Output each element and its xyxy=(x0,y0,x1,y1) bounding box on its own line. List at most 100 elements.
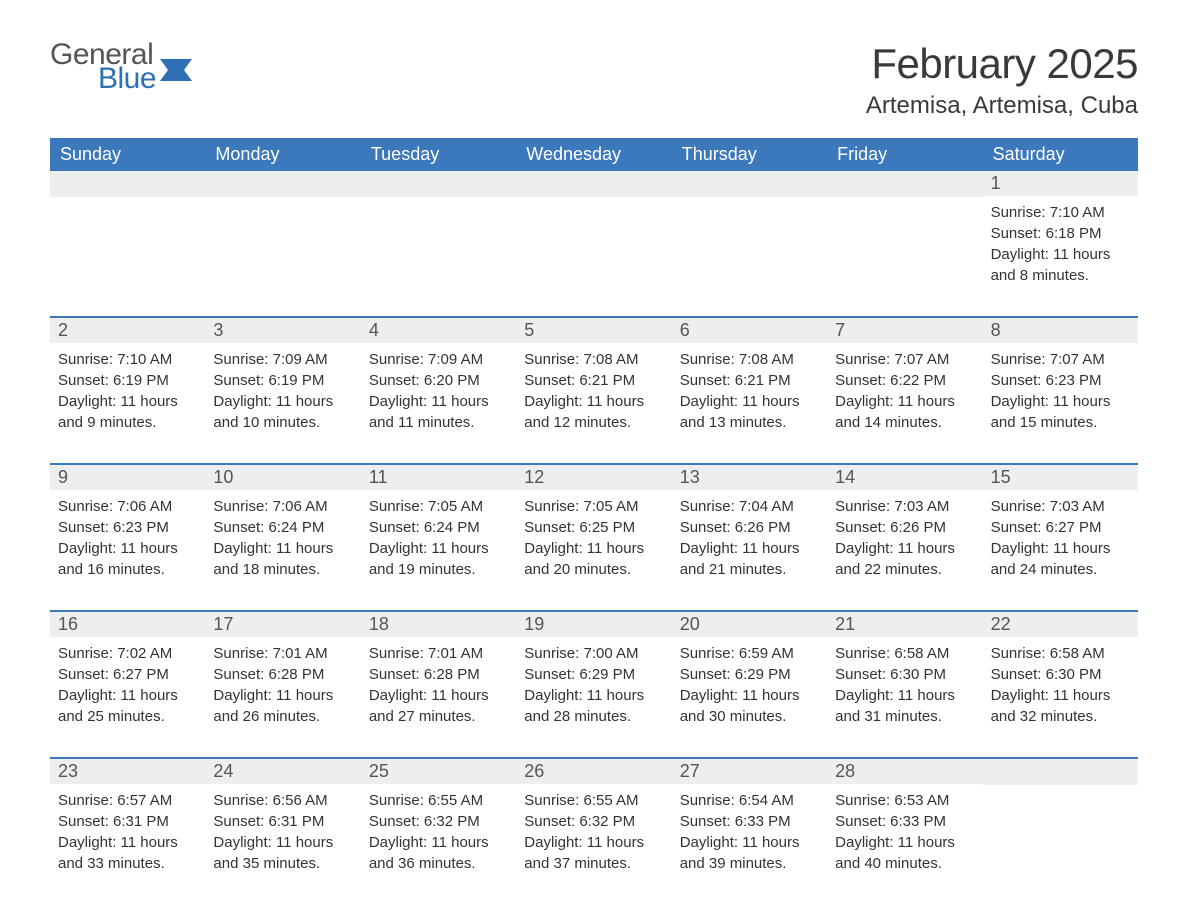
day-sunrise: Sunrise: 7:08 AM xyxy=(680,349,819,370)
day-sunrise: Sunrise: 7:07 AM xyxy=(835,349,974,370)
day-details: Sunrise: 7:10 AMSunset: 6:19 PMDaylight:… xyxy=(50,343,205,443)
day-sunset: Sunset: 6:28 PM xyxy=(213,664,352,685)
day-number: 7 xyxy=(827,318,982,343)
day-cell: 11Sunrise: 7:05 AMSunset: 6:24 PMDayligh… xyxy=(361,465,516,590)
day-daylight1: Daylight: 11 hours xyxy=(58,538,197,559)
day-details: Sunrise: 6:55 AMSunset: 6:32 PMDaylight:… xyxy=(516,784,671,884)
day-cell: 25Sunrise: 6:55 AMSunset: 6:32 PMDayligh… xyxy=(361,759,516,884)
day-daylight2: and 14 minutes. xyxy=(835,412,974,433)
day-details: Sunrise: 6:53 AMSunset: 6:33 PMDaylight:… xyxy=(827,784,982,884)
day-daylight2: and 33 minutes. xyxy=(58,853,197,874)
day-sunset: Sunset: 6:26 PM xyxy=(680,517,819,538)
day-details: Sunrise: 6:55 AMSunset: 6:32 PMDaylight:… xyxy=(361,784,516,884)
day-number: 13 xyxy=(672,465,827,490)
header: General Blue February 2025 Artemisa, Art… xyxy=(50,40,1138,120)
day-sunset: Sunset: 6:31 PM xyxy=(58,811,197,832)
day-details: Sunrise: 7:08 AMSunset: 6:21 PMDaylight:… xyxy=(672,343,827,443)
day-number: 17 xyxy=(205,612,360,637)
day-daylight2: and 25 minutes. xyxy=(58,706,197,727)
day-number: 16 xyxy=(50,612,205,637)
day-details: Sunrise: 7:07 AMSunset: 6:22 PMDaylight:… xyxy=(827,343,982,443)
day-sunset: Sunset: 6:31 PM xyxy=(213,811,352,832)
day-details: Sunrise: 7:08 AMSunset: 6:21 PMDaylight:… xyxy=(516,343,671,443)
weekday-label: Sunday xyxy=(50,138,205,171)
day-daylight2: and 20 minutes. xyxy=(524,559,663,580)
day-daylight2: and 28 minutes. xyxy=(524,706,663,727)
day-cell: 21Sunrise: 6:58 AMSunset: 6:30 PMDayligh… xyxy=(827,612,982,737)
day-details: Sunrise: 6:59 AMSunset: 6:29 PMDaylight:… xyxy=(672,637,827,737)
day-daylight1: Daylight: 11 hours xyxy=(835,832,974,853)
day-sunrise: Sunrise: 6:57 AM xyxy=(58,790,197,811)
day-cell xyxy=(516,171,671,296)
day-sunset: Sunset: 6:20 PM xyxy=(369,370,508,391)
day-sunset: Sunset: 6:29 PM xyxy=(680,664,819,685)
day-daylight2: and 10 minutes. xyxy=(213,412,352,433)
day-sunrise: Sunrise: 7:09 AM xyxy=(369,349,508,370)
day-daylight2: and 37 minutes. xyxy=(524,853,663,874)
day-number: 24 xyxy=(205,759,360,784)
day-sunrise: Sunrise: 7:07 AM xyxy=(991,349,1130,370)
day-number: 10 xyxy=(205,465,360,490)
day-sunrise: Sunrise: 6:55 AM xyxy=(524,790,663,811)
day-cell: 13Sunrise: 7:04 AMSunset: 6:26 PMDayligh… xyxy=(672,465,827,590)
day-details: Sunrise: 7:05 AMSunset: 6:25 PMDaylight:… xyxy=(516,490,671,590)
day-number: 4 xyxy=(361,318,516,343)
day-daylight1: Daylight: 11 hours xyxy=(991,685,1130,706)
day-cell xyxy=(672,171,827,296)
day-number: 11 xyxy=(361,465,516,490)
day-sunrise: Sunrise: 7:10 AM xyxy=(58,349,197,370)
day-details: Sunrise: 7:10 AMSunset: 6:18 PMDaylight:… xyxy=(983,196,1138,296)
day-daylight1: Daylight: 11 hours xyxy=(213,538,352,559)
day-sunrise: Sunrise: 6:54 AM xyxy=(680,790,819,811)
day-sunrise: Sunrise: 6:59 AM xyxy=(680,643,819,664)
day-cell: 7Sunrise: 7:07 AMSunset: 6:22 PMDaylight… xyxy=(827,318,982,443)
day-daylight1: Daylight: 11 hours xyxy=(835,685,974,706)
day-number: 1 xyxy=(983,171,1138,196)
day-number: 25 xyxy=(361,759,516,784)
day-sunrise: Sunrise: 6:58 AM xyxy=(991,643,1130,664)
weekday-label: Thursday xyxy=(672,138,827,171)
day-daylight2: and 31 minutes. xyxy=(835,706,974,727)
calendar: SundayMondayTuesdayWednesdayThursdayFrid… xyxy=(50,138,1138,884)
day-cell: 9Sunrise: 7:06 AMSunset: 6:23 PMDaylight… xyxy=(50,465,205,590)
day-daylight2: and 39 minutes. xyxy=(680,853,819,874)
day-sunset: Sunset: 6:30 PM xyxy=(835,664,974,685)
day-sunset: Sunset: 6:18 PM xyxy=(991,223,1130,244)
day-daylight1: Daylight: 11 hours xyxy=(369,391,508,412)
day-cell: 4 Sunrise: 7:09 AMSunset: 6:20 PMDaylight… xyxy=(361,318,516,443)
day-number: 28 xyxy=(827,759,982,784)
day-number xyxy=(205,171,360,197)
day-sunset: Sunset: 6:23 PM xyxy=(991,370,1130,391)
day-daylight1: Daylight: 11 hours xyxy=(991,391,1130,412)
day-number: 21 xyxy=(827,612,982,637)
day-number xyxy=(672,171,827,197)
day-daylight1: Daylight: 11 hours xyxy=(680,391,819,412)
day-number xyxy=(50,171,205,197)
weekday-label: Tuesday xyxy=(361,138,516,171)
location: Artemisa, Artemisa, Cuba xyxy=(866,92,1138,120)
day-cell xyxy=(361,171,516,296)
week-row: 1Sunrise: 7:10 AMSunset: 6:18 PMDaylight… xyxy=(50,171,1138,296)
day-sunrise: Sunrise: 7:00 AM xyxy=(524,643,663,664)
day-details: Sunrise: 7:01 AMSunset: 6:28 PMDaylight:… xyxy=(205,637,360,737)
day-cell xyxy=(50,171,205,296)
day-sunset: Sunset: 6:21 PM xyxy=(524,370,663,391)
day-daylight2: and 40 minutes. xyxy=(835,853,974,874)
day-sunrise: Sunrise: 7:02 AM xyxy=(58,643,197,664)
day-number: 27 xyxy=(672,759,827,784)
day-daylight1: Daylight: 11 hours xyxy=(369,832,508,853)
day-cell: 5Sunrise: 7:08 AMSunset: 6:21 PMDaylight… xyxy=(516,318,671,443)
day-daylight1: Daylight: 11 hours xyxy=(524,832,663,853)
day-sunrise: Sunrise: 7:06 AM xyxy=(58,496,197,517)
weekday-label: Saturday xyxy=(983,138,1138,171)
day-sunset: Sunset: 6:32 PM xyxy=(524,811,663,832)
day-number: 2 xyxy=(50,318,205,343)
day-number xyxy=(516,171,671,197)
day-daylight2: and 36 minutes. xyxy=(369,853,508,874)
day-sunset: Sunset: 6:28 PM xyxy=(369,664,508,685)
day-number: 9 xyxy=(50,465,205,490)
day-sunset: Sunset: 6:27 PM xyxy=(991,517,1130,538)
day-cell: 3Sunrise: 7:09 AMSunset: 6:19 PMDaylight… xyxy=(205,318,360,443)
day-details: Sunrise: 7:01 AMSunset: 6:28 PMDaylight:… xyxy=(361,637,516,737)
day-sunrise: Sunrise: 6:55 AM xyxy=(369,790,508,811)
